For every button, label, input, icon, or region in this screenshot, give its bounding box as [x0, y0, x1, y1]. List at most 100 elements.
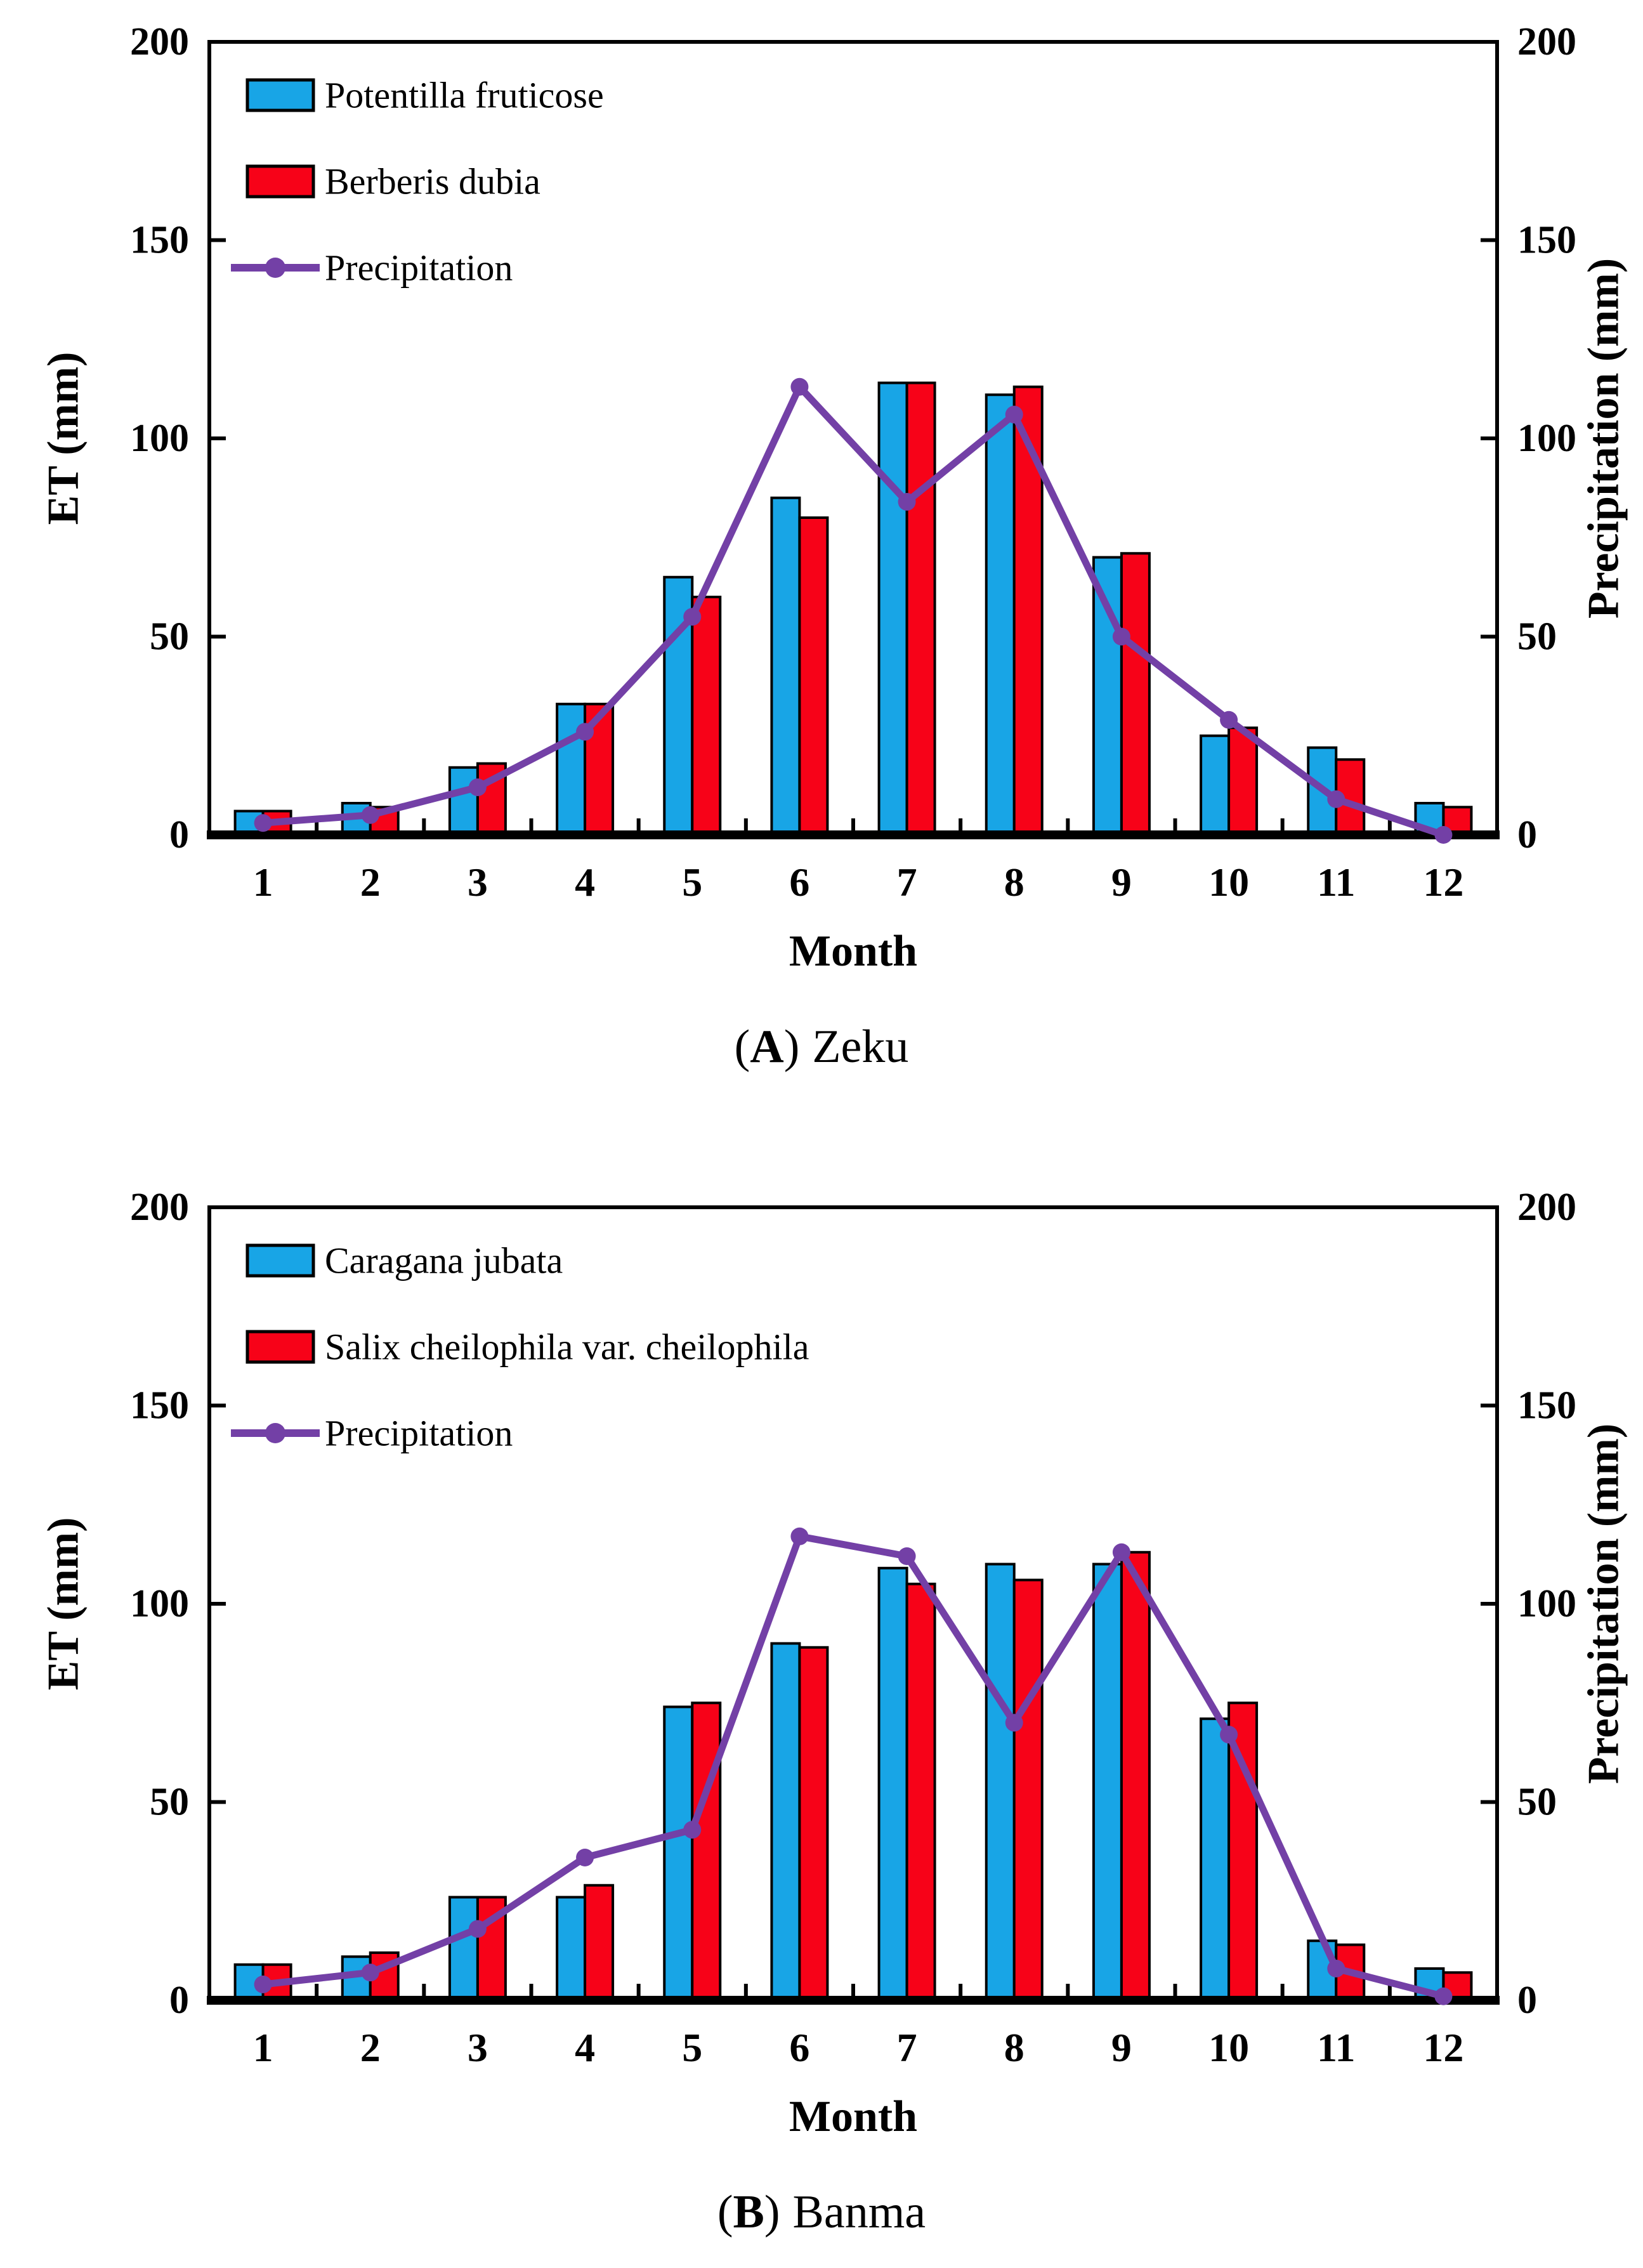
- left-axis-title: ET (mm): [39, 1517, 88, 1691]
- bar-series2-month8: [1012, 1578, 1044, 2002]
- month-label: 3: [468, 2025, 488, 2070]
- caption-a-letter: A: [750, 1021, 784, 1073]
- left-y-tick-label: 200: [130, 20, 189, 63]
- legend-label-1: Potentilla fruticose: [325, 75, 604, 116]
- bar-series1-month7: [877, 381, 908, 836]
- caption-a: (A) Zeku: [0, 1020, 1643, 1074]
- precipitation-marker-month2: [361, 1963, 379, 1982]
- precipitation-marker-month11: [1327, 1960, 1345, 1977]
- precipitation-line: [259, 1533, 1447, 2000]
- caption-a-site: Zeku: [812, 1021, 909, 1073]
- precipitation-marker-month6: [790, 377, 809, 396]
- month-label: 9: [1111, 2025, 1132, 2070]
- precipitation-marker-month10: [1220, 1726, 1238, 1744]
- precipitation-marker-month1: [254, 814, 272, 832]
- legend-label-3: Precipitation: [325, 1413, 513, 1454]
- month-label: 8: [1004, 860, 1024, 905]
- legend-swatch-2: [245, 1330, 315, 1364]
- right-axis-title: Precipitation (mm): [1580, 1424, 1628, 1784]
- left-y-tick-label: 50: [150, 615, 189, 659]
- bar-series2-month8: [1012, 385, 1044, 836]
- month-label: 6: [789, 860, 809, 905]
- caption-b-close: ): [764, 2186, 780, 2238]
- precipitation-marker-month2: [361, 806, 379, 824]
- precipitation-marker-month9: [1112, 1543, 1130, 1561]
- month-label: 8: [1004, 2025, 1024, 2070]
- month-label: 2: [360, 860, 381, 905]
- bar-series1-month6: [770, 496, 801, 836]
- legend-label-2: Berberis dubia: [325, 161, 540, 202]
- precipitation-marker-month3: [468, 778, 487, 796]
- caption-b: (B) Banma: [0, 2186, 1643, 2239]
- legend-label-3: Precipitation: [325, 247, 513, 289]
- bar-series1-month5: [663, 1705, 694, 2002]
- precipitation-marker-month7: [898, 1547, 916, 1565]
- bar-series2-month9: [1120, 1550, 1151, 2002]
- month-label: 9: [1111, 860, 1132, 905]
- month-label: 12: [1423, 860, 1463, 905]
- legend-swatch-2: [245, 164, 315, 199]
- bar-series2-month4: [584, 1884, 615, 2002]
- month-label: 1: [253, 2025, 273, 2070]
- precipitation-marker-month5: [683, 608, 702, 626]
- left-y-tick-label: 100: [130, 1582, 189, 1625]
- right-y-tick-label: 0: [1517, 813, 1537, 856]
- chart-figure-b: 0 0 50 50 100 100 150 150 200 200 1 2 3 4 5 6 7 8 9 10 11 12 M…: [0, 1169, 1643, 2239]
- right-y-tick-label: 100: [1517, 1582, 1576, 1625]
- month-label: 10: [1208, 2025, 1249, 2070]
- month-label: 7: [897, 2025, 917, 2070]
- month-label: 3: [468, 860, 488, 905]
- right-y-tick-label: 100: [1517, 417, 1576, 460]
- bar-series1-month7: [877, 1566, 908, 2002]
- right-y-tick-label: 150: [1517, 1384, 1576, 1427]
- x-axis-title: Month: [789, 2092, 917, 2141]
- caption-a-open: (: [734, 1021, 750, 1073]
- month-label: 1: [253, 860, 273, 905]
- bar-series1-month10: [1200, 734, 1231, 836]
- month-label: 4: [575, 2025, 595, 2070]
- right-y-tick-label: 50: [1517, 615, 1557, 659]
- precipitation-marker-month9: [1112, 627, 1130, 646]
- legend-line-marker: [265, 258, 285, 278]
- month-label: 10: [1208, 860, 1249, 905]
- month-label: 12: [1423, 2025, 1463, 2070]
- right-axis-title: Precipitation (mm): [1580, 258, 1628, 619]
- right-y-tick-label: 200: [1517, 1186, 1576, 1229]
- caption-b-open: (: [717, 2186, 733, 2238]
- chart-figure-a: 0 0 50 50 100 100 150 150 200 200 1 2 3 4 5 6 7 8 9 10 11 12 M…: [0, 4, 1643, 1074]
- bar-series1-month8: [985, 393, 1016, 836]
- legend-label-2: Salix cheilophila var. cheilophila: [325, 1327, 809, 1368]
- left-y-tick-label: 150: [130, 1384, 189, 1427]
- bar-series1-month9: [1092, 1563, 1123, 2002]
- precipitation-marker-month8: [1005, 405, 1023, 424]
- precipitation-marker-month1: [254, 1976, 272, 1993]
- caption-b-letter: B: [733, 2186, 764, 2238]
- right-y-tick-label: 0: [1517, 1979, 1537, 2022]
- bar-series1-month9: [1092, 556, 1123, 836]
- left-y-tick-label: 50: [150, 1781, 189, 1824]
- bar-series2-month9: [1120, 552, 1151, 836]
- precipitation-marker-month6: [790, 1527, 809, 1545]
- precipitation-marker-month11: [1327, 790, 1345, 808]
- bar-series1-month8: [985, 1563, 1016, 2002]
- bar-series2-month7: [905, 381, 936, 836]
- right-y-tick-label: 50: [1517, 1781, 1557, 1824]
- month-label: 7: [897, 860, 917, 905]
- bar-series2-month5: [691, 1701, 722, 2002]
- left-y-tick-label: 150: [130, 219, 189, 262]
- precipitation-line: [259, 383, 1447, 839]
- bar-series1-month3: [448, 766, 479, 836]
- bar-series1-month10: [1200, 1717, 1231, 2002]
- precipitation-marker-month5: [683, 1821, 702, 1839]
- right-y-tick-label: 200: [1517, 20, 1576, 63]
- left-axis-title: ET (mm): [39, 352, 88, 525]
- left-y-tick-label: 0: [169, 1979, 189, 2022]
- bar-series1-month6: [770, 1642, 801, 2002]
- caption-b-site: Banma: [792, 2186, 926, 2238]
- caption-a-close: ): [783, 1021, 800, 1073]
- legend-swatch-1: [245, 78, 315, 112]
- precipitation-marker-month8: [1005, 1714, 1023, 1732]
